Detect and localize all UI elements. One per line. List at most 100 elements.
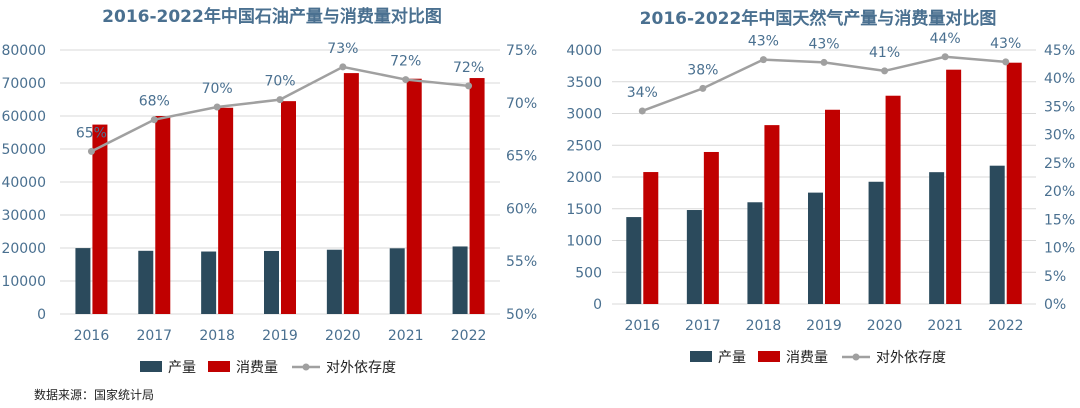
y-right-tick-label: 45% [1044, 43, 1075, 59]
legend-swatch-production [140, 361, 162, 372]
dependency-data-label: 65% [76, 125, 107, 141]
dependency-data-label: 41% [869, 45, 900, 61]
x-tick-label: 2017 [685, 318, 721, 334]
x-tick-label: 2017 [136, 328, 172, 344]
y-right-tick-label: 25% [1044, 156, 1075, 172]
x-tick-label: 2022 [988, 318, 1024, 334]
chart-title: 2016-2022年中国天然气产量与消费量对比图 [640, 8, 997, 29]
bar-consumption [885, 95, 901, 304]
y-left-tick-label: 3000 [566, 107, 602, 123]
dependency-point [465, 82, 473, 90]
bar-production [747, 202, 763, 304]
legend-swatch-production [690, 351, 712, 362]
y-right-tick-label: 10% [1044, 241, 1075, 257]
legend: 产量 消费量 对外依存度 [690, 350, 946, 366]
legend-label-dependency: 对外依存度 [876, 350, 946, 366]
y-right-tick-label: 35% [1044, 99, 1075, 115]
y-right-tick-label: 60% [506, 201, 537, 217]
y-right-tick-label: 50% [506, 307, 537, 323]
bar-consumption [764, 125, 780, 304]
x-tick-label: 2019 [262, 328, 298, 344]
bar-consumption [643, 172, 659, 304]
y-left-tick-label: 0 [593, 297, 602, 313]
dependency-data-label: 72% [390, 54, 421, 70]
legend-marker-dependency [302, 363, 310, 371]
legend-label-production: 产量 [168, 360, 196, 376]
y-left-tick-label: 70000 [1, 76, 46, 92]
chart-1: 2016-2022年中国石油产量与消费量对比图 0 10000 20000 30000 4… [1, 6, 537, 376]
bar-consumption [703, 151, 719, 304]
x-tick-label: 2021 [927, 318, 963, 334]
dependency-data-label: 43% [748, 34, 779, 50]
x-tick-label: 2021 [388, 328, 424, 344]
y-right-tick-label: 55% [506, 254, 537, 270]
bar-production [389, 248, 405, 314]
x-tick-label: 2018 [199, 328, 235, 344]
dependency-point [87, 147, 95, 155]
bar-production [929, 172, 945, 304]
y-left-tick-label: 10000 [1, 274, 46, 290]
bar-consumption [218, 107, 234, 314]
legend-swatch-consumption [758, 351, 780, 362]
y-right-tick-label: 70% [506, 96, 537, 112]
dependency-data-label: 43% [808, 36, 839, 52]
y-left-tick-label: 4000 [566, 43, 602, 59]
dependency-data-label: 43% [990, 36, 1021, 52]
y-left-tick-label: 20000 [1, 241, 46, 257]
y-left-tick-label: 2500 [566, 138, 602, 154]
dependency-point [941, 53, 949, 61]
dependency-point [213, 103, 221, 111]
y-left-tick-label: 1500 [566, 202, 602, 218]
y-left-tick-label: 30000 [1, 208, 46, 224]
bar-production [808, 192, 823, 304]
x-tick-label: 2020 [325, 328, 361, 344]
bar-consumption [406, 78, 422, 315]
legend-label-production: 产量 [718, 350, 746, 366]
legend-marker-dependency [852, 353, 860, 361]
bar-consumption [946, 69, 962, 304]
x-tick-label: 2022 [451, 328, 487, 344]
dependency-point [699, 84, 707, 92]
dependency-data-label: 34% [627, 85, 658, 101]
dependency-data-label: 70% [202, 81, 233, 97]
y-left-tick-label: 2000 [566, 170, 602, 186]
bar-production [264, 250, 279, 314]
x-tick-label: 2018 [746, 318, 782, 334]
bar-consumption [469, 78, 485, 314]
dependency-point [1002, 58, 1010, 66]
bar-consumption [1006, 62, 1022, 305]
x-tick-label: 2019 [806, 318, 842, 334]
dependency-point [402, 76, 410, 84]
bar-production [989, 165, 1005, 304]
x-tick-label: 2016 [74, 328, 110, 344]
y-right-tick-label: 40% [1044, 71, 1075, 87]
y-left-tick-label: 1000 [566, 234, 602, 250]
dependency-point [881, 67, 889, 75]
dependency-point [276, 96, 284, 104]
source-note: 数据来源：国家统计局 [34, 388, 155, 402]
legend-swatch-consumption [208, 361, 230, 372]
legend-label-consumption: 消费量 [786, 350, 828, 366]
y-right-tick-label: 0% [1044, 297, 1066, 313]
legend-label-dependency: 对外依存度 [326, 360, 396, 376]
bar-production [75, 248, 91, 314]
dependency-point [759, 56, 767, 64]
y-right-tick-label: 5% [1044, 269, 1066, 285]
dependency-point [820, 58, 828, 66]
bar-production [686, 210, 702, 304]
dependency-data-label: 72% [453, 60, 484, 76]
y-right-tick-label: 20% [1044, 184, 1075, 200]
y-left-tick-label: 3500 [566, 75, 602, 91]
dependency-data-label: 73% [327, 41, 358, 57]
legend: 产量 消费量 对外依存度 [140, 360, 396, 376]
bar-production [626, 217, 642, 304]
dependency-point [339, 63, 347, 71]
y-right-tick-label: 65% [506, 149, 537, 165]
x-tick-label: 2016 [624, 318, 660, 334]
dependency-data-label: 68% [139, 94, 170, 110]
chart-2: 2016-2022年中国天然气产量与消费量对比图 0 500 1000 1500 2000… [566, 8, 1075, 366]
y-left-tick-label: 500 [575, 265, 602, 281]
bar-production [326, 249, 342, 314]
bar-production [452, 246, 468, 314]
